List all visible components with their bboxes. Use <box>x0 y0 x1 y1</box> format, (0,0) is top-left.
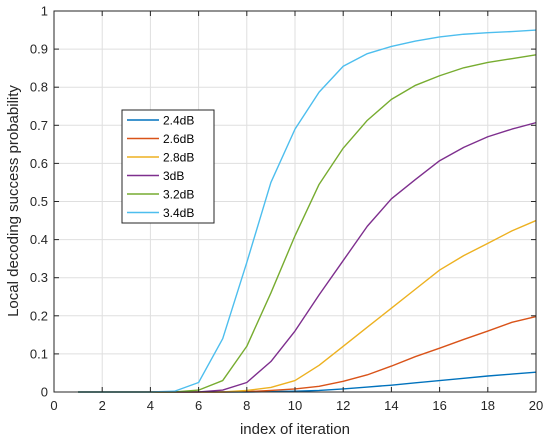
y-axis-ticks: 0 0.1 0.2 0.3 0.4 0.5 0.6 0.7 0.8 0.9 1 <box>30 4 536 400</box>
legend-label-3-4db: 3.4dB <box>163 206 194 220</box>
legend-label-3db: 3dB <box>163 169 184 183</box>
x-tick-label: 2 <box>99 398 106 413</box>
y-tick-label: 0.5 <box>30 194 48 209</box>
y-tick-label: 0.8 <box>30 80 48 95</box>
y-tick-label: 0.2 <box>30 308 48 323</box>
x-tick-label: 4 <box>147 398 154 413</box>
x-tick-label: 12 <box>336 398 350 413</box>
y-tick-label: 0.6 <box>30 156 48 171</box>
y-tick-label: 0.9 <box>30 42 48 57</box>
y-tick-label: 0.7 <box>30 118 48 133</box>
legend: 2.4dB 2.6dB 2.8dB 3dB 3.2dB 3.4dB <box>121 109 215 224</box>
legend-label-3-2db: 3.2dB <box>163 188 194 202</box>
y-tick-label: 0.4 <box>30 232 48 247</box>
x-tick-label: 16 <box>432 398 446 413</box>
grid <box>54 11 536 392</box>
x-tick-label: 6 <box>195 398 202 413</box>
y-tick-label: 0.3 <box>30 270 48 285</box>
legend-box <box>121 109 215 224</box>
x-axis-ticks: 0 2 4 6 8 10 12 14 16 18 20 <box>50 11 543 413</box>
x-tick-label: 20 <box>529 398 543 413</box>
y-axis-label: Local decoding success probability <box>5 85 22 317</box>
x-axis-label: index of iteration <box>240 421 350 438</box>
x-tick-label: 10 <box>288 398 302 413</box>
y-tick-label: 1 <box>41 4 48 19</box>
x-tick-label: 14 <box>384 398 398 413</box>
legend-label-2-6db: 2.6dB <box>163 132 194 146</box>
x-tick-label: 0 <box>50 398 57 413</box>
y-tick-label: 0.1 <box>30 346 48 361</box>
x-tick-label: 18 <box>481 398 495 413</box>
x-tick-label: 8 <box>243 398 250 413</box>
legend-label-2-8db: 2.8dB <box>163 151 194 165</box>
legend-label-2-4db: 2.4dB <box>163 114 194 128</box>
y-tick-label: 0 <box>41 385 48 400</box>
